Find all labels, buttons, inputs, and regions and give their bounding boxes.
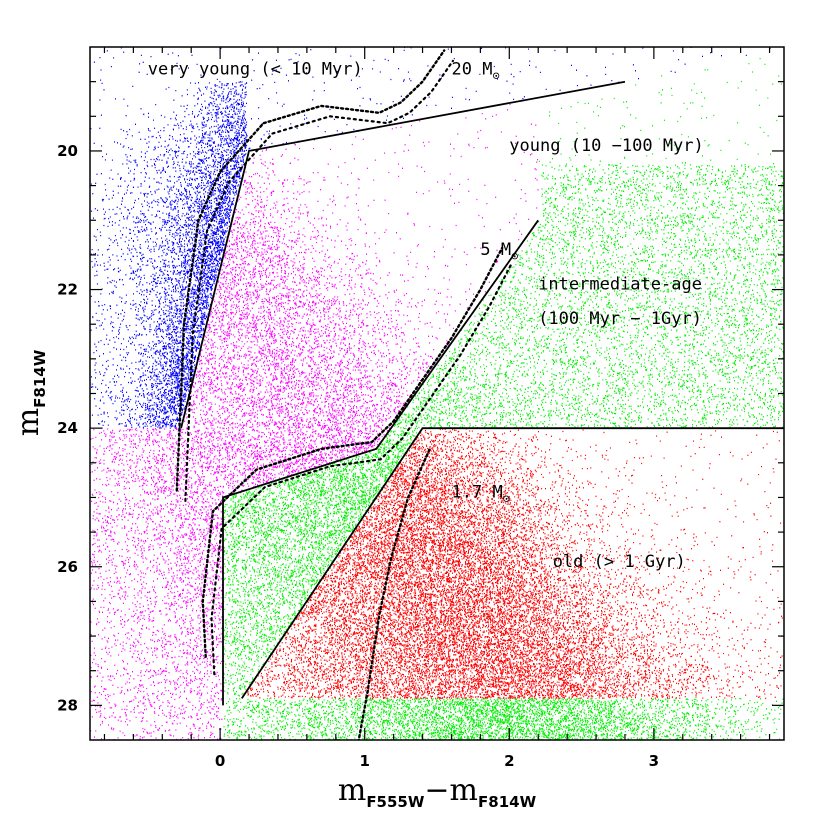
x-tick-label: 2 <box>504 752 514 770</box>
x-tick-label: 0 <box>215 752 225 770</box>
annotation-text: 1.7 M <box>452 482 503 502</box>
x-axis-title-sub2: F814W <box>478 793 537 811</box>
annotation-4: intermediate-age <box>538 275 702 295</box>
y-tick-label: 24 <box>57 419 78 437</box>
annotation-6: 1.7 M⊙ <box>452 482 510 505</box>
y-axis-title: mF814W <box>11 349 49 436</box>
x-tick-label: 1 <box>359 752 369 770</box>
axis-ticks: 0 1 2 3 20 22 24 26 28 <box>57 47 784 770</box>
x-tick-label: 3 <box>649 752 659 770</box>
boundary-young-upper <box>180 80 626 429</box>
x-axis-title-sub: F555W <box>366 793 425 811</box>
boundary-old-boundary <box>241 427 784 699</box>
annotation-text: intermediate-age <box>538 275 702 295</box>
track-0 <box>175 49 446 492</box>
annotation-0: very young (< 10 Myr) <box>148 60 363 80</box>
y-tick-label: 28 <box>57 696 78 714</box>
annotation-3: 5 M⊙ <box>480 240 518 263</box>
boundary-lines <box>180 80 784 706</box>
boundary-young-lower <box>222 219 539 706</box>
scatter-series-0 <box>90 47 771 429</box>
x-axis-title: mF555W−mF814W <box>338 773 537 811</box>
track-2 <box>357 447 431 740</box>
annotations: very young (< 10 Myr) 20 M⊙young (10 −100… <box>148 60 704 572</box>
annotation-sub: ⊙ <box>492 69 499 83</box>
track-0-branch <box>184 59 454 502</box>
annotation-sub: ⊙ <box>511 249 518 263</box>
annotation-1: 20 M⊙ <box>452 60 500 83</box>
annotation-text: (100 Myr − 1Gyr) <box>538 309 702 329</box>
y-axis-title-main: m <box>11 408 46 436</box>
track-1-branch <box>210 264 512 676</box>
scatter-series-2 <box>223 57 784 740</box>
y-tick-label: 22 <box>57 281 78 299</box>
annotation-2: young (10 −100 Myr) <box>509 136 703 156</box>
annotation-text: old (> 1 Gyr) <box>553 552 686 572</box>
annotation-sub: ⊙ <box>503 491 510 505</box>
y-axis-title-sub: F814W <box>31 349 49 408</box>
annotation-text: very young (< 10 Myr) <box>148 60 363 80</box>
y-tick-label: 26 <box>57 558 78 576</box>
track-1 <box>201 246 504 658</box>
annotation-text: young (10 −100 Myr) <box>509 136 703 156</box>
annotation-text: 20 M <box>452 60 493 80</box>
scatter-series-3 <box>247 427 784 700</box>
x-axis-title-main: m <box>338 773 366 808</box>
annotation-5: (100 Myr − 1Gyr) <box>538 309 702 329</box>
evolutionary-tracks <box>175 49 512 740</box>
annotation-7: old (> 1 Gyr) <box>553 552 686 572</box>
y-tick-label: 20 <box>57 142 78 160</box>
annotation-text: 5 M <box>480 240 511 260</box>
x-axis-title-sep: −m <box>424 773 478 808</box>
